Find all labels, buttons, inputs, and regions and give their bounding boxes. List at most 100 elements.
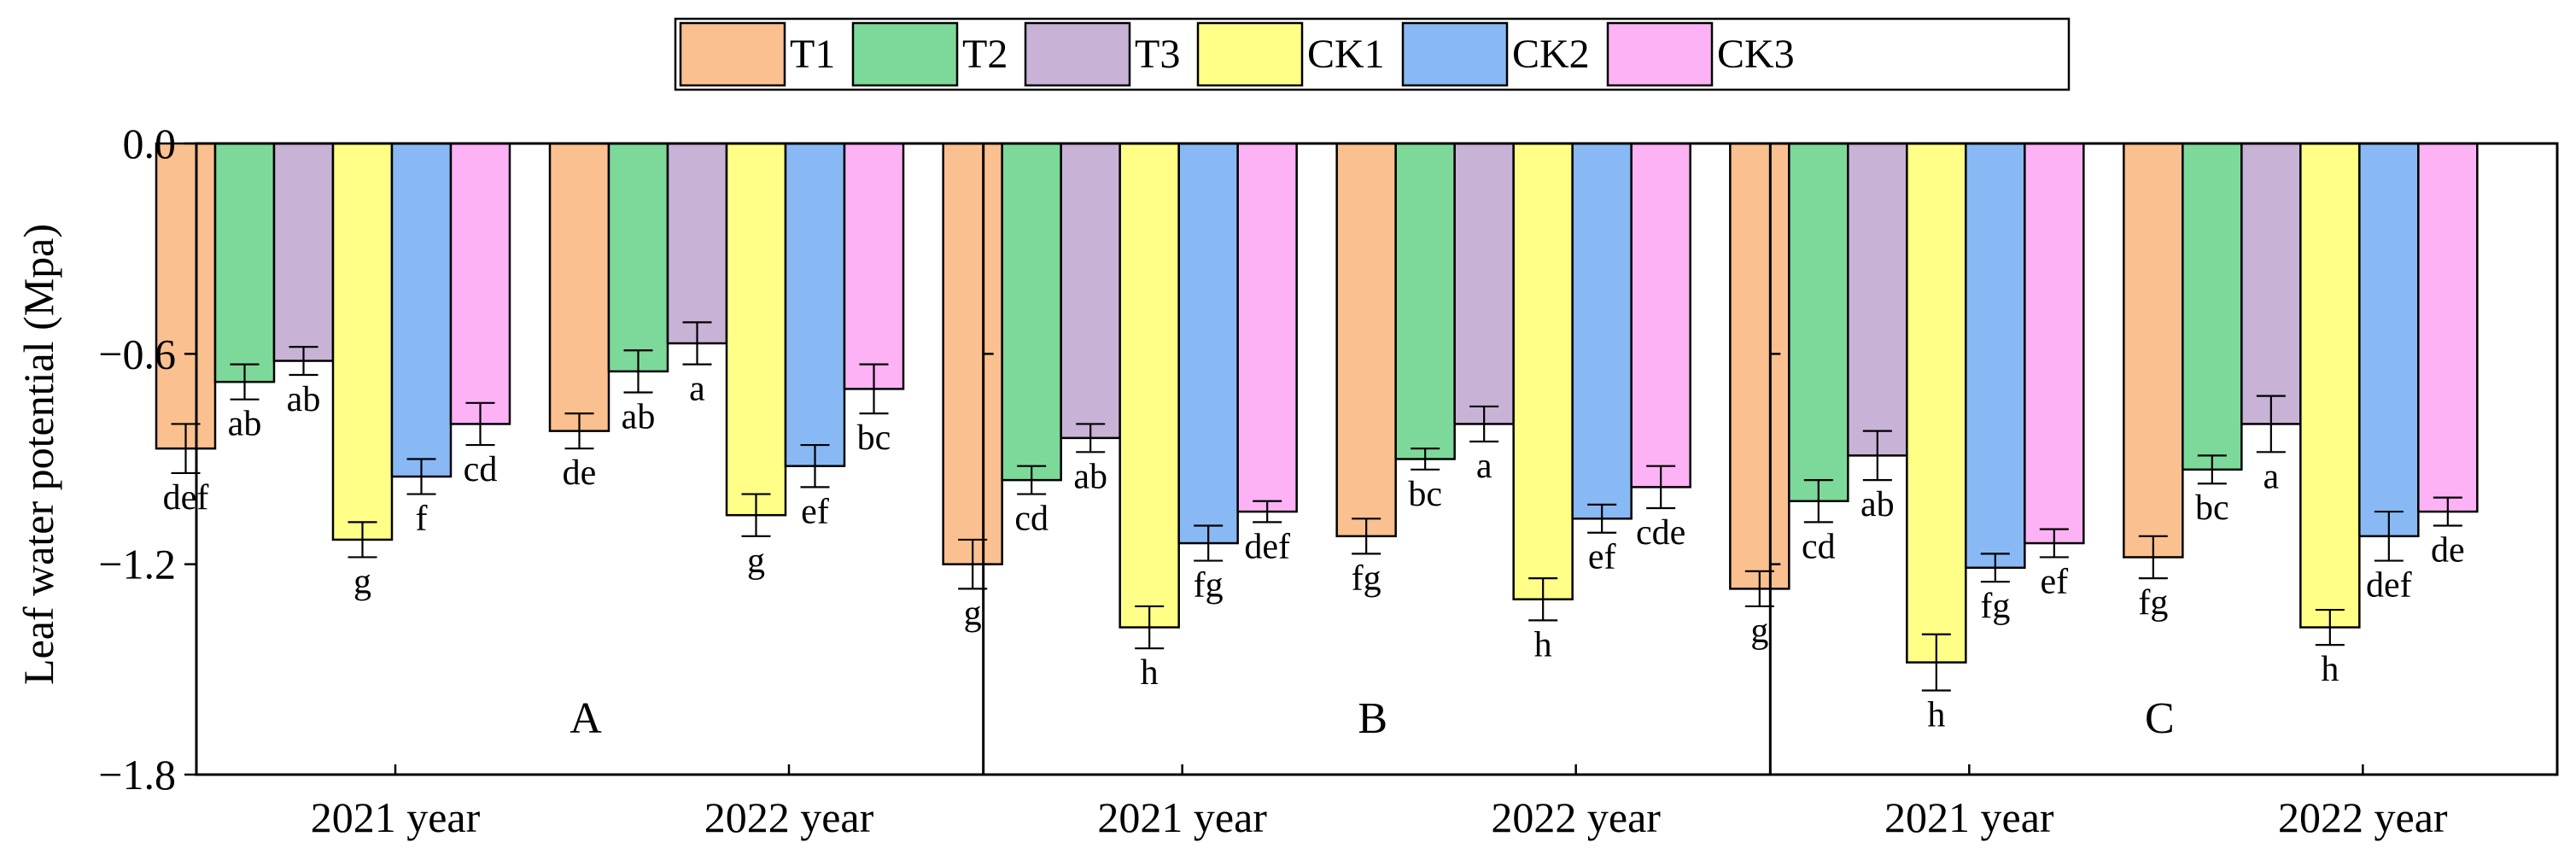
significance-letter: fg — [1194, 566, 1224, 606]
error-bar — [1862, 430, 1892, 482]
significance-letter: cd — [1802, 527, 1836, 566]
significance-letter: def — [163, 478, 209, 518]
bar-a-0-ck2 — [390, 142, 453, 478]
bar-c-0-ck2 — [1965, 142, 2026, 570]
panel-label: C — [2145, 694, 2175, 743]
significance-letter: bc — [1408, 475, 1442, 514]
error-bar — [1135, 605, 1165, 650]
significance-letter: fg — [2138, 583, 2168, 623]
significance-letter: ef — [1588, 538, 1616, 577]
legend-label-t1: T1 — [790, 32, 835, 77]
significance-letter: ab — [287, 380, 321, 419]
significance-letter: bc — [2195, 489, 2229, 528]
bar-c-1-ck2 — [2358, 142, 2420, 538]
error-bar — [682, 321, 712, 366]
significance-letter: f — [416, 500, 428, 539]
error-bar — [1017, 465, 1047, 495]
significance-letter: ef — [801, 492, 829, 531]
error-bar — [1253, 500, 1282, 524]
significance-letter: h — [1141, 653, 1159, 693]
significance-letter: g — [964, 594, 982, 633]
significance-letter: h — [2321, 650, 2339, 689]
error-bar — [1352, 518, 1381, 555]
significance-letter: g — [353, 562, 371, 601]
error-bar — [2374, 510, 2404, 562]
significance-letter: cd — [464, 450, 498, 489]
error-bar — [2433, 496, 2462, 527]
bar-b-1-ck2 — [1571, 142, 1633, 520]
error-bar — [623, 349, 653, 394]
error-bar — [800, 443, 830, 489]
bar-a-1-t2 — [607, 142, 669, 373]
x-category-label: 2021 year — [1097, 793, 1267, 841]
error-bar — [1803, 479, 1833, 524]
legend-label-ck2: CK2 — [1512, 32, 1590, 77]
panel-label: B — [1358, 694, 1387, 743]
significance-letter: de — [563, 453, 597, 493]
significance-letter: def — [2366, 566, 2412, 606]
significance-letter: de — [2431, 531, 2465, 570]
bar-a-0-t2 — [213, 142, 276, 383]
panel-label: A — [570, 694, 602, 743]
plot-frame — [195, 142, 2559, 776]
significance-letter: fg — [1352, 559, 1381, 598]
error-bar — [1980, 553, 2010, 583]
x-category-label: 2021 year — [311, 793, 481, 841]
y-tick-label: −1.8 — [98, 751, 176, 799]
x-category-label: 2022 year — [704, 793, 874, 841]
significance-letter: g — [747, 541, 765, 581]
significance-letter: a — [2263, 457, 2280, 496]
y-tick-label: 0.0 — [123, 120, 177, 167]
significance-letter: a — [689, 370, 705, 409]
x-category-label: 2021 year — [1884, 793, 2054, 841]
y-tick-label: −1.2 — [98, 541, 176, 588]
bar-a-1-ck3 — [843, 142, 905, 390]
bar-b-1-t1 — [1335, 142, 1397, 538]
error-bar — [406, 458, 436, 495]
bar-a-1-t3 — [666, 142, 728, 345]
bar-b-1-t2 — [1394, 142, 1456, 460]
legend-label-t3: T3 — [1135, 32, 1180, 77]
error-bar — [1646, 465, 1676, 510]
bar-a-0-t1 — [155, 142, 217, 450]
bar-a-1-ck1 — [725, 142, 787, 517]
significance-letter: ab — [1860, 485, 1895, 524]
significance-letter: ab — [622, 397, 656, 436]
error-bar — [1587, 503, 1617, 534]
significance-letter: cd — [1014, 500, 1049, 539]
bar-c-1-t1 — [2123, 142, 2184, 559]
bar-b-0-t3 — [1060, 142, 1121, 440]
bar-b-1-ck3 — [1630, 142, 1691, 489]
error-bar — [1411, 448, 1440, 471]
x-category-label: 2022 year — [1491, 793, 1661, 841]
bar-b-0-ck1 — [1119, 142, 1180, 629]
y-tick-label: −0.6 — [98, 330, 176, 377]
bar-b-1-t3 — [1453, 142, 1515, 425]
error-bar — [741, 493, 771, 537]
error-bar — [2256, 395, 2286, 453]
legend-swatch-t1 — [679, 21, 786, 87]
bar-a-1-ck2 — [784, 142, 846, 467]
significance-letter: h — [1927, 695, 1945, 734]
significance-letter: h — [1534, 625, 1552, 664]
error-bar — [1076, 423, 1106, 453]
bar-c-1-t2 — [2182, 142, 2243, 471]
error-bar — [2039, 528, 2069, 559]
error-bar — [1194, 524, 1224, 562]
error-bar — [2315, 608, 2345, 646]
bar-a-0-ck3 — [449, 142, 511, 425]
bar-c-0-t1 — [1729, 142, 1790, 590]
legend-frame — [674, 17, 2071, 91]
error-bar — [465, 401, 495, 447]
significance-letter: ab — [228, 405, 262, 444]
y-axis-label: Leaf water potential (Mpa) — [15, 224, 62, 685]
bar-a-0-ck1 — [331, 142, 394, 541]
legend-swatch-ck2 — [1401, 21, 1509, 87]
legend-label-ck1: CK1 — [1307, 32, 1385, 77]
legend: T1 T2 T3 CK1 CK2 CK3 — [674, 17, 2071, 91]
legend-swatch-ck3 — [1606, 21, 1714, 87]
